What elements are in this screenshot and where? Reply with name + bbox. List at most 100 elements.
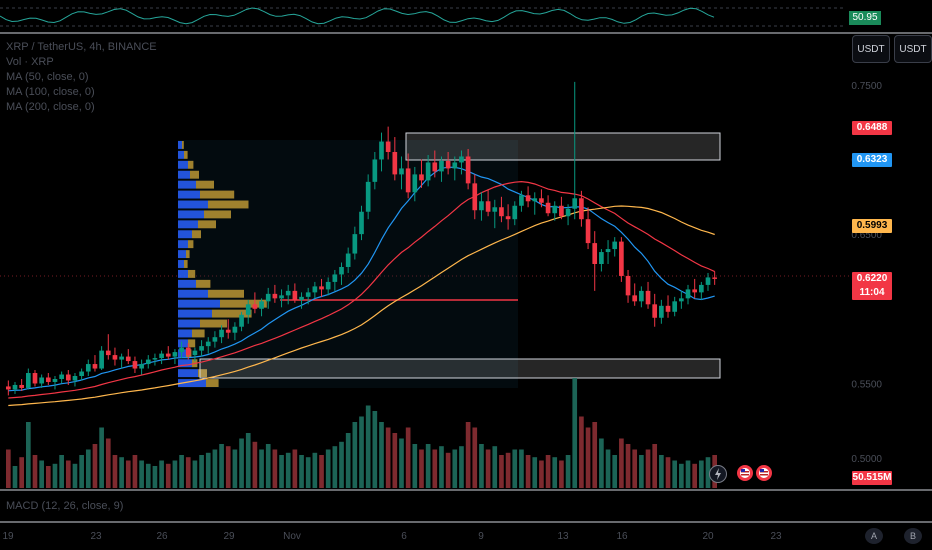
volume-bar — [225, 446, 231, 488]
candle-body — [212, 337, 218, 342]
us-flag-icon[interactable] — [756, 465, 772, 481]
volume-bar — [352, 422, 358, 488]
profile-bar-sell — [192, 329, 205, 338]
volume-bar — [65, 460, 71, 488]
volume-bar — [205, 452, 211, 488]
profile-bar-buy — [178, 170, 190, 179]
volume-bar — [272, 449, 278, 488]
volume-bar — [345, 433, 351, 488]
last-price-tag: 0.6220 11:04 — [852, 272, 892, 300]
currency-button-1[interactable]: USDT — [852, 35, 890, 63]
volume-bar — [379, 422, 384, 488]
profile-bar-sell — [198, 369, 207, 378]
candle-body — [519, 195, 524, 206]
volume-bar — [499, 455, 504, 488]
volume-bar — [685, 460, 691, 488]
candle-body — [219, 329, 224, 338]
candle-body — [685, 289, 691, 299]
profile-bar-sell — [184, 260, 188, 268]
volume-bar — [705, 457, 711, 488]
candle-body — [579, 198, 584, 220]
volume-bar — [132, 455, 138, 488]
profile-bar-sell — [200, 190, 235, 199]
auto-scale-button[interactable]: A — [865, 528, 883, 544]
volume-bar — [12, 466, 18, 488]
candle-body — [625, 275, 631, 296]
candle-body — [412, 174, 418, 193]
candle-body — [299, 296, 304, 300]
candle-body — [92, 364, 98, 369]
candle-body — [612, 241, 618, 250]
candle-body — [19, 384, 24, 388]
volume-bar — [299, 455, 304, 488]
candle-body — [445, 160, 451, 169]
volume-bar — [332, 446, 338, 488]
volume-bar — [372, 411, 378, 488]
profile-bar-sell — [188, 339, 196, 348]
candle-body — [285, 290, 291, 296]
candle-body — [172, 352, 178, 357]
volume-bar — [125, 460, 131, 488]
candle-body — [312, 286, 318, 293]
volume-bar — [552, 457, 558, 488]
volume-bar — [285, 452, 291, 488]
demand-zone — [199, 358, 721, 379]
x-tick: 19 — [2, 531, 14, 542]
candle-body — [452, 162, 458, 169]
volume-bar — [325, 449, 331, 488]
volume-bar — [432, 449, 438, 488]
volume-bar — [19, 457, 24, 488]
candle-body — [705, 277, 711, 285]
volume-profile-box — [178, 140, 518, 388]
candle-body — [539, 198, 544, 203]
volume-bar — [452, 449, 458, 488]
volume-bar — [312, 452, 318, 488]
candle-body — [105, 350, 111, 356]
volume-bar — [599, 438, 604, 488]
candle-body — [252, 304, 258, 309]
volume-bar — [539, 460, 544, 488]
volume-bar — [232, 449, 238, 488]
volume-bar — [119, 457, 124, 488]
profile-bar-buy — [178, 299, 220, 308]
candle-body — [265, 293, 271, 302]
volume-bar — [659, 455, 664, 488]
volume-bar — [419, 449, 424, 488]
candle-body — [192, 350, 198, 356]
profile-bar-buy — [178, 240, 188, 249]
volume-bar — [665, 457, 671, 488]
candle-body — [392, 152, 398, 175]
x-tick: 20 — [702, 531, 714, 542]
volume-bar — [519, 449, 524, 488]
x-tick: 26 — [156, 531, 168, 542]
volume-bar — [192, 460, 198, 488]
candle-body — [159, 353, 164, 359]
candle-body — [599, 252, 604, 264]
volume-bar — [652, 444, 658, 488]
volume-bar — [445, 452, 451, 488]
volume-bar — [632, 449, 638, 488]
currency-button-2[interactable]: USDT — [894, 35, 932, 63]
lightning-icon[interactable] — [709, 465, 727, 483]
candle-body — [525, 195, 531, 202]
profile-bar-buy — [178, 220, 198, 229]
profile-bar-buy — [178, 250, 186, 259]
ma-100-line — [8, 180, 715, 399]
volume-bar — [112, 455, 118, 488]
candle-body — [432, 162, 438, 172]
candle-body — [619, 241, 624, 276]
profile-bar-sell — [204, 210, 231, 219]
us-flag-icon[interactable] — [737, 465, 753, 481]
log-scale-button[interactable]: B — [904, 528, 922, 544]
volume-bar — [245, 433, 251, 488]
volume-bar — [472, 427, 478, 488]
volume-bar — [145, 463, 151, 488]
x-tick: 13 — [557, 531, 569, 542]
profile-bar-sell — [208, 289, 244, 298]
x-tick: 16 — [616, 531, 628, 542]
candle-body — [419, 174, 424, 181]
volume-bar — [72, 463, 78, 488]
profile-bar-buy — [178, 289, 208, 298]
y-tick-label: 0.5000 — [851, 454, 882, 465]
